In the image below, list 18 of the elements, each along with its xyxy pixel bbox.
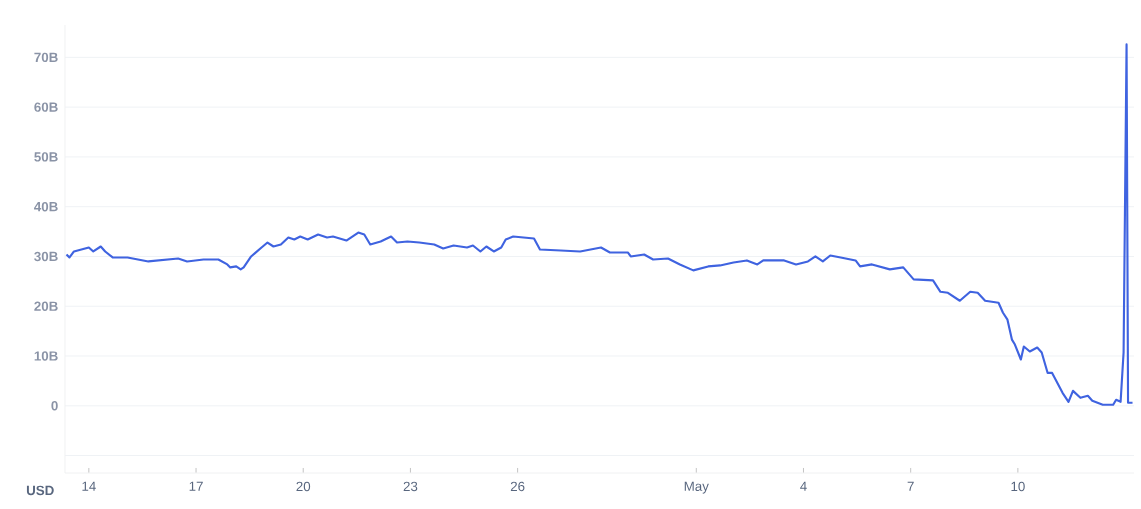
y-tick-label: 30B [34, 251, 58, 262]
y-tick-label: 60B [34, 102, 58, 112]
x-tick-label: 7 [907, 481, 914, 491]
y-tick-label: 20B [34, 301, 58, 311]
x-tick-label: 14 [82, 481, 96, 491]
x-tick-label: 23 [403, 481, 418, 492]
x-tick-label: 26 [510, 481, 525, 492]
x-tick-label: 20 [296, 481, 311, 492]
y-tick-label: 0 [51, 401, 58, 411]
x-tick-label: May [684, 481, 709, 494]
x-tick-label: 17 [189, 481, 203, 491]
y-tick-label: 10B [34, 351, 58, 361]
y-tick-label: 40B [34, 201, 58, 212]
x-tick-label: 4 [800, 481, 807, 491]
x-tick-label: 10 [1011, 481, 1025, 492]
y-tick-label: 70B [34, 52, 58, 63]
y-axis-title: USD [26, 485, 54, 496]
y-tick-label: 50B [34, 152, 58, 162]
